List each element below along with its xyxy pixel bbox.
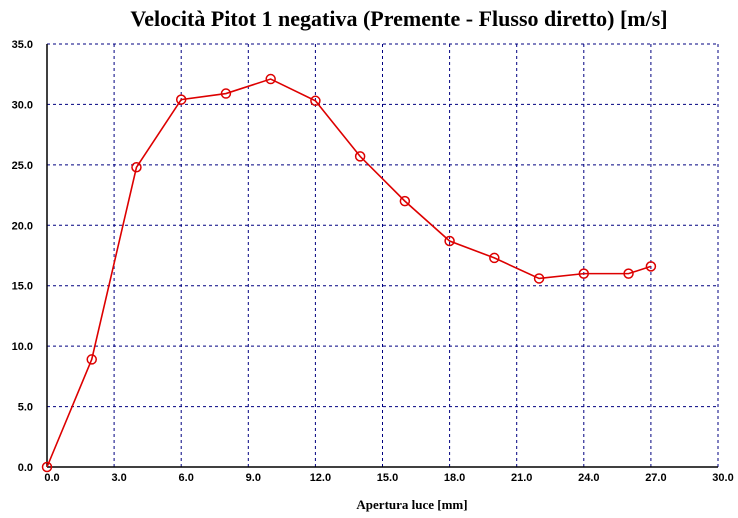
data-point (533, 273, 545, 284)
x-tick-label: 18.0 (444, 472, 465, 484)
data-point (489, 252, 500, 264)
series-line (46, 78, 652, 468)
x-tick-label: 0.0 (44, 472, 59, 484)
y-tick-label: 20.0 (12, 220, 33, 232)
x-tick-label: 12.0 (310, 472, 331, 484)
x-tick-label: 15.0 (377, 472, 398, 484)
x-tick-label: 21.0 (511, 472, 532, 484)
data-point (220, 88, 232, 99)
x-tick-label: 6.0 (179, 472, 194, 484)
y-tick-label: 15.0 (12, 281, 33, 293)
x-tick-label: 27.0 (645, 472, 666, 484)
data-point (399, 195, 411, 207)
x-tick-label: 24.0 (578, 472, 599, 484)
data-point (623, 268, 634, 279)
data-point (578, 268, 590, 279)
y-tick-label: 10.0 (12, 341, 33, 353)
y-tick-label: 35.0 (12, 39, 33, 51)
data-point (444, 235, 455, 247)
y-tick-label: 25.0 (12, 160, 33, 172)
x-tick-label: 3.0 (111, 472, 126, 484)
data-point (265, 73, 276, 85)
x-axis-label: Apertura luce [mm] (356, 497, 468, 512)
x-tick-label: 9.0 (246, 472, 261, 484)
chart-title: Velocità Pitot 1 negativa (Premente - Fl… (130, 6, 668, 31)
y-tick-label: 5.0 (18, 402, 33, 414)
data-point (131, 162, 142, 173)
data-point (354, 151, 366, 162)
data-point (86, 354, 97, 365)
data-point (310, 95, 321, 107)
data-point (41, 461, 53, 473)
data-point (175, 94, 187, 105)
data-point (645, 261, 657, 272)
y-tick-label: 30.0 (12, 99, 33, 111)
x-tick-label: 30.0 (712, 472, 733, 484)
y-tick-label: 0.0 (18, 462, 33, 474)
